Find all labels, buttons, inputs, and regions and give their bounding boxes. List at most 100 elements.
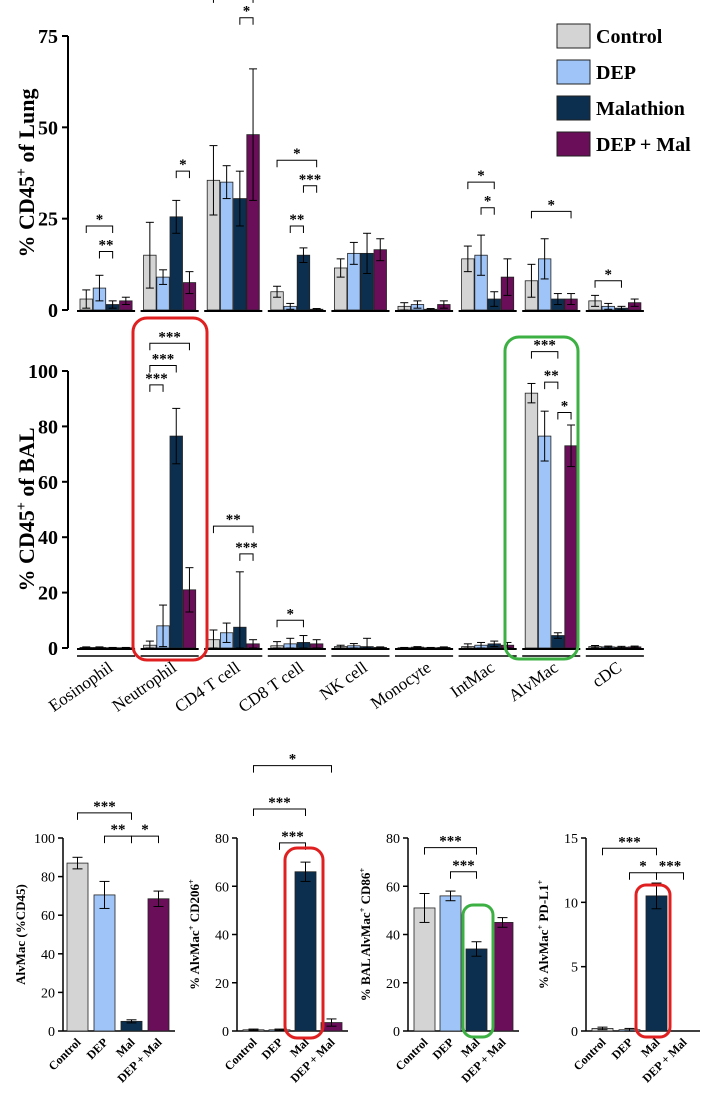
y-axis-label: % BAL AlvMac+ CD86+ [357, 868, 373, 1002]
significance-label: ** [544, 368, 559, 384]
y-axis-label-sup: + [357, 907, 367, 912]
y-tick-label: 20 [386, 977, 400, 992]
significance-label: *** [659, 859, 682, 875]
category-label: Eosinophil [45, 658, 116, 716]
legend-label: DEP [596, 62, 636, 84]
category-label: IntMac [447, 657, 498, 701]
y-tick-label: 0 [393, 1025, 400, 1040]
y-axis-label-sup2: + [186, 879, 196, 884]
significance-bracket [149, 364, 177, 373]
y-tick-label: 80 [38, 416, 58, 438]
significance-label: ** [99, 238, 114, 254]
significance-bracket [131, 835, 159, 844]
y-tick-label: 15 [564, 832, 578, 847]
legend-label: Malathion [596, 98, 685, 120]
y-tick-label: 5 [571, 961, 578, 976]
y-tick-label: 0 [48, 1025, 55, 1040]
category-label: DEP [609, 1035, 636, 1062]
y-axis-label-tail: of Lung [14, 89, 39, 168]
legend-swatch [556, 95, 591, 121]
significance-bracket [530, 210, 572, 219]
highlight-boxes [131, 316, 672, 1040]
y-axis-label-sup: + [535, 925, 545, 930]
significance-bracket [175, 170, 190, 179]
cd206-mal-highlight-box [283, 846, 325, 1040]
y-tick-label: 0 [222, 1025, 229, 1040]
bar [413, 907, 436, 1032]
bar [66, 862, 89, 1032]
significance-bracket [602, 847, 657, 856]
y-tick-label: 75 [38, 26, 58, 48]
bar [439, 895, 462, 1032]
y-tick-label: 0 [48, 300, 58, 322]
significance-bracket [594, 280, 622, 288]
y-axis-label-sup: + [186, 925, 196, 930]
significance-bracket [253, 765, 332, 773]
bar [294, 871, 317, 1032]
y-axis-label-tail: CD86 [358, 872, 373, 908]
category-label: Neutrophil [109, 658, 180, 716]
y-tick-label: 80 [215, 832, 229, 847]
bar [147, 898, 170, 1032]
y-axis-label-sup: + [14, 168, 30, 176]
legend-swatch [556, 131, 591, 157]
y-axis-label: % AlvMac+ PD-L1+ [535, 880, 551, 989]
bar [296, 254, 311, 311]
bar [564, 445, 578, 649]
significance-label: * [287, 606, 295, 622]
y-tick-label: 40 [41, 948, 55, 963]
y-tick-label: 40 [215, 929, 229, 944]
significance-bracket [212, 525, 254, 534]
significance-label: ** [226, 512, 241, 528]
y-axis-label: % CD45+ of Lung [14, 89, 39, 258]
bar [524, 392, 539, 649]
significance-bracket [467, 181, 495, 190]
y-tick-label: 20 [41, 986, 55, 1001]
significance-label: * [639, 859, 647, 875]
y-axis-label: % CD45+ of BAL [14, 428, 39, 592]
legend-label: Control [596, 26, 663, 48]
pdl1-mal-highlight-box [634, 883, 672, 1039]
significance-bracket [212, 0, 254, 3]
significance-label: * [243, 4, 251, 20]
y-tick-label: 80 [41, 871, 55, 886]
category-label: CD4 T cell [171, 658, 243, 717]
significance-label: *** [618, 834, 641, 850]
significance-bracket [85, 225, 114, 233]
significance-bracket [656, 872, 684, 880]
y-tick-label: 20 [38, 583, 58, 605]
significance-label: * [293, 146, 301, 162]
y-tick-label: 60 [38, 472, 58, 494]
significance-bracket [276, 159, 318, 168]
significance-bracket [77, 812, 132, 820]
y-tick-label: 60 [41, 909, 55, 924]
y-axis-label: % AlvMac+ CD206+ [186, 879, 202, 990]
significance-bracket [149, 384, 164, 392]
significance-label: * [561, 399, 569, 415]
significance-label: * [477, 168, 485, 184]
cd86-mal-highlight-box [461, 903, 495, 1039]
significance-label: *** [281, 829, 304, 845]
category-label: Control [222, 1035, 260, 1073]
category-label: Monocyte [367, 658, 434, 713]
y-axis-label-sup: + [14, 502, 30, 510]
significance-label: *** [268, 795, 291, 811]
significance-bracket [557, 412, 572, 420]
y-axis-label-main: % CD45 [14, 510, 39, 591]
category-label: AlvMac [505, 657, 562, 705]
significance-bracket [480, 207, 495, 215]
y-tick-label: 25 [38, 209, 58, 231]
y-axis-label-tail: PD-L1 [536, 885, 551, 925]
y-axis-label-main: AlvMac (%CD45) [13, 884, 28, 985]
category-label: cDC [589, 658, 625, 691]
y-axis-label-sup2: + [357, 868, 367, 873]
bar [219, 181, 234, 311]
significance-label: *** [145, 371, 168, 387]
y-tick-label: 100 [28, 361, 58, 383]
significance-label: * [605, 267, 613, 283]
y-axis-label-main: % AlvMac [187, 930, 202, 990]
y-tick-label: 80 [386, 832, 400, 847]
significance-bracket [239, 553, 254, 561]
